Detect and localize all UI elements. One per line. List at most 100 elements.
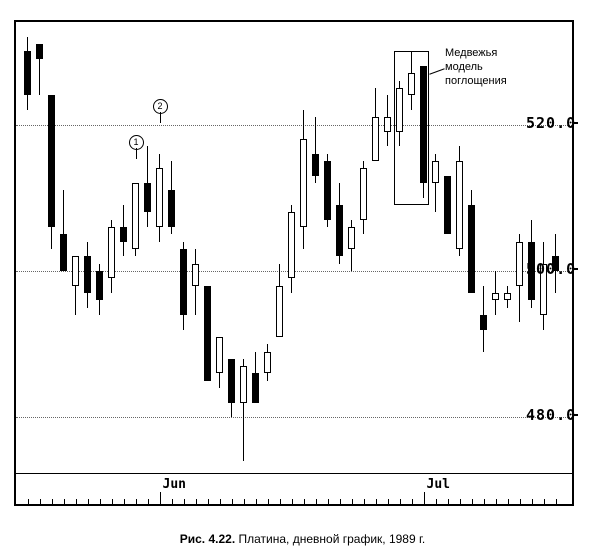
x-tick bbox=[304, 499, 305, 504]
candle-body bbox=[276, 286, 283, 337]
candle-body bbox=[168, 190, 175, 227]
candle-body bbox=[348, 227, 355, 249]
x-tick bbox=[544, 499, 545, 504]
marker-lead bbox=[136, 148, 137, 159]
candle-body bbox=[156, 168, 163, 227]
x-tick bbox=[340, 499, 341, 504]
y-tick bbox=[572, 122, 578, 124]
x-tick bbox=[436, 499, 437, 504]
x-tick bbox=[268, 499, 269, 504]
x-tick bbox=[412, 499, 413, 504]
gridline bbox=[16, 417, 572, 418]
candle-body bbox=[240, 366, 247, 403]
candle-body bbox=[516, 242, 523, 286]
candle-body bbox=[216, 337, 223, 374]
candle-body bbox=[432, 161, 439, 183]
marker-lead bbox=[160, 112, 161, 123]
candle-body bbox=[204, 286, 211, 381]
x-tick bbox=[172, 499, 173, 504]
candle-body bbox=[336, 205, 343, 256]
candle-body bbox=[444, 176, 451, 235]
y-axis-label: 500.0 bbox=[526, 260, 576, 278]
x-tick bbox=[424, 492, 425, 504]
x-tick bbox=[184, 499, 185, 504]
x-tick bbox=[148, 499, 149, 504]
x-tick bbox=[256, 499, 257, 504]
candle-body bbox=[84, 256, 91, 293]
candle-body bbox=[96, 271, 103, 300]
candle-body bbox=[48, 95, 55, 227]
y-tick bbox=[572, 414, 578, 416]
x-tick bbox=[64, 499, 65, 504]
candle-body bbox=[36, 44, 43, 59]
y-axis-label: 520.0 bbox=[526, 114, 576, 132]
candle-body bbox=[504, 293, 511, 300]
x-axis: Jun Jul bbox=[16, 473, 572, 504]
candle-body bbox=[492, 293, 499, 300]
caption-prefix: Рис. 4.22. bbox=[180, 532, 235, 546]
x-tick bbox=[124, 499, 125, 504]
pattern-engulfing-box bbox=[394, 51, 429, 205]
x-tick bbox=[208, 499, 209, 504]
x-tick bbox=[532, 499, 533, 504]
annotation-bearish-engulfing: Медвежьямодельпоглощения bbox=[445, 47, 507, 88]
x-tick bbox=[40, 499, 41, 504]
candle-body bbox=[312, 154, 319, 176]
candle-body bbox=[24, 51, 31, 95]
candle-body bbox=[468, 205, 475, 293]
candle-body bbox=[252, 373, 259, 402]
x-tick bbox=[100, 499, 101, 504]
candle-body bbox=[180, 249, 187, 315]
candle-body bbox=[324, 161, 331, 220]
candle-body bbox=[108, 227, 115, 278]
x-tick bbox=[196, 499, 197, 504]
x-tick bbox=[220, 499, 221, 504]
candle-body bbox=[192, 264, 199, 286]
x-tick bbox=[484, 499, 485, 504]
candle-body bbox=[264, 352, 271, 374]
candle-body bbox=[72, 256, 79, 285]
x-tick bbox=[460, 499, 461, 504]
x-tick bbox=[232, 499, 233, 504]
candle-body bbox=[480, 315, 487, 330]
x-tick bbox=[352, 499, 353, 504]
x-tick bbox=[520, 499, 521, 504]
x-axis-label: Jul bbox=[427, 477, 450, 492]
x-tick bbox=[76, 499, 77, 504]
x-tick bbox=[112, 499, 113, 504]
x-tick bbox=[328, 499, 329, 504]
chart-frame: 12 Jun Jul bbox=[14, 20, 574, 506]
candle-body bbox=[60, 234, 67, 271]
candle-body bbox=[144, 183, 151, 212]
candle-body bbox=[132, 183, 139, 249]
candle-body bbox=[384, 117, 391, 132]
figure-caption: Рис. 4.22. Платина, дневной график, 1989… bbox=[0, 532, 605, 546]
chart-container: 12 Jun Jul 480.0 500.0 520.0 Медвежьямодель… bbox=[0, 0, 605, 548]
x-tick bbox=[472, 499, 473, 504]
x-tick bbox=[388, 499, 389, 504]
x-tick bbox=[364, 499, 365, 504]
x-tick bbox=[292, 499, 293, 504]
x-tick bbox=[400, 499, 401, 504]
x-tick bbox=[280, 499, 281, 504]
x-tick bbox=[88, 499, 89, 504]
candle-body bbox=[288, 212, 295, 278]
gridline bbox=[16, 125, 572, 126]
candle-body bbox=[372, 117, 379, 161]
candle-body bbox=[120, 227, 127, 242]
candle-body bbox=[228, 359, 235, 403]
x-tick bbox=[376, 499, 377, 504]
y-tick bbox=[572, 268, 578, 270]
x-tick bbox=[28, 499, 29, 504]
annotation-pointer bbox=[429, 69, 444, 75]
x-tick bbox=[160, 492, 161, 504]
x-tick bbox=[556, 499, 557, 504]
x-tick bbox=[508, 499, 509, 504]
caption-text: Платина, дневной график, 1989 г. bbox=[235, 532, 425, 546]
y-axis-label: 480.0 bbox=[526, 406, 576, 424]
x-tick bbox=[136, 499, 137, 504]
x-tick bbox=[496, 499, 497, 504]
x-tick bbox=[448, 499, 449, 504]
plot-area: 12 bbox=[16, 22, 572, 474]
x-axis-label: Jun bbox=[163, 477, 186, 492]
